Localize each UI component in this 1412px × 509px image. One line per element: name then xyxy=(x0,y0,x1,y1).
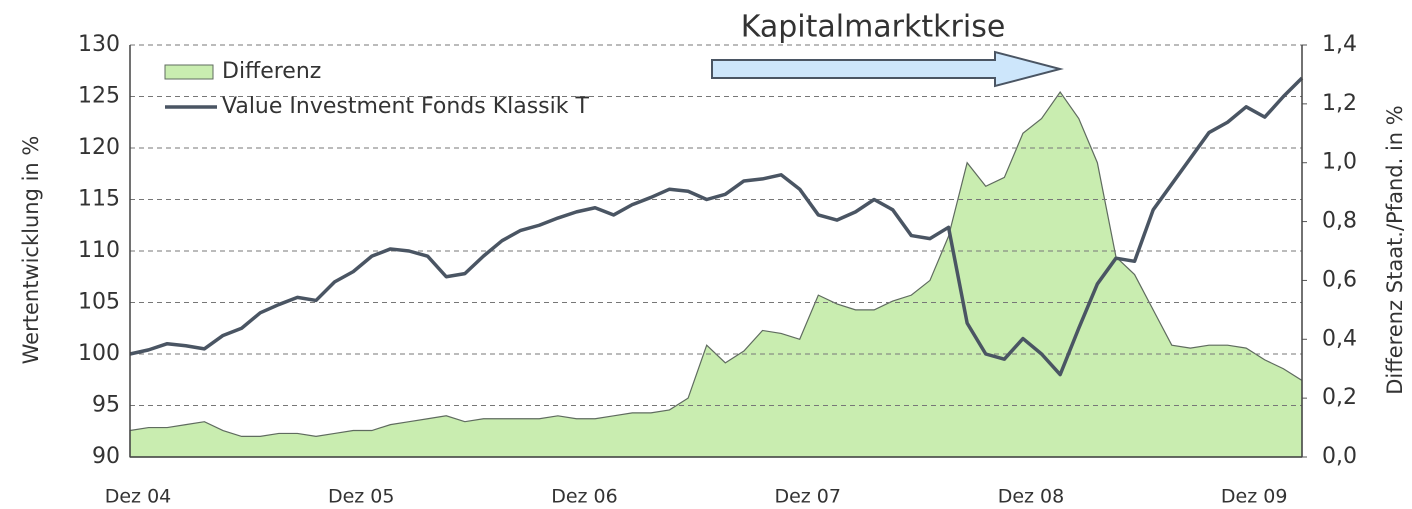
line xyxy=(129,76,1304,377)
x-tick-label: Dez 04 xyxy=(105,486,172,508)
annotation: Kapitalmarktkrise xyxy=(741,10,1006,45)
y2-tick-label: 1,2 xyxy=(1322,91,1357,116)
y-tick-label: 100 xyxy=(78,341,120,366)
y2-tick-label: 1,4 xyxy=(1322,32,1357,57)
y2-tick-label: 0,2 xyxy=(1322,385,1357,410)
y-axis-label: Wertentwicklung in % xyxy=(19,136,43,365)
x-tick-label: Dez 06 xyxy=(551,486,618,508)
arrow xyxy=(711,50,1064,88)
y-tick-label: 90 xyxy=(92,444,120,469)
y-tick-label: 115 xyxy=(78,187,120,212)
y-tick-label: 95 xyxy=(92,393,120,418)
legend-label: Value Investment Fonds Klassik T xyxy=(222,94,589,119)
y-tick-label: 105 xyxy=(78,290,120,315)
y2-tick-label: 0,8 xyxy=(1322,209,1357,234)
y2-tick-label: 1,0 xyxy=(1322,150,1357,175)
y-tick-label: 110 xyxy=(78,238,120,263)
legend-swatch xyxy=(164,64,214,80)
legend-label: Differenz xyxy=(222,59,321,84)
y-tick-label: 130 xyxy=(78,32,120,57)
y-tick-label: 120 xyxy=(78,135,120,160)
area xyxy=(129,91,1303,458)
y2-axis-label: Differenz Staat./Pfand. in % xyxy=(1383,105,1407,394)
y2-tick-label: 0,0 xyxy=(1322,444,1357,469)
x-tick-label: Dez 08 xyxy=(998,486,1065,508)
y2-tick-label: 0,6 xyxy=(1322,267,1357,292)
x-tick-label: Dez 09 xyxy=(1221,486,1288,508)
y2-tick-label: 0,4 xyxy=(1322,326,1357,351)
x-tick-label: Dez 07 xyxy=(774,486,841,508)
x-tick-label: Dez 05 xyxy=(328,486,395,508)
y-tick-label: 125 xyxy=(78,84,120,109)
